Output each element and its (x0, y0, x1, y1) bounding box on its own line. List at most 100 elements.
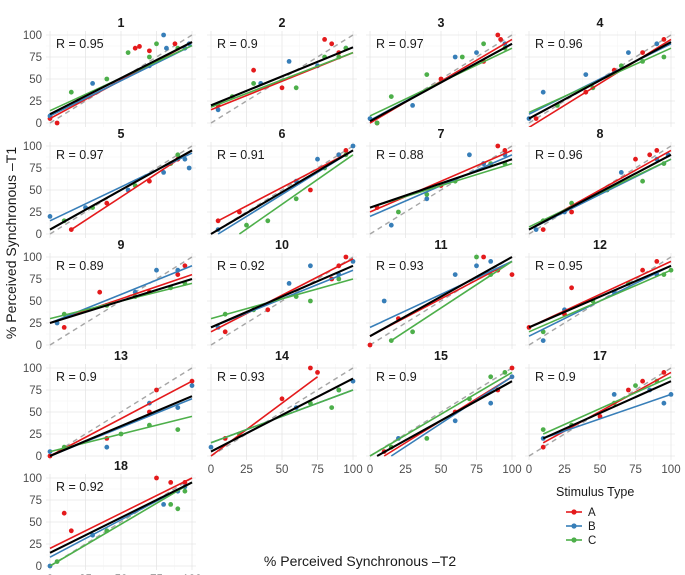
identity-line (210, 367, 354, 457)
data-point-a (633, 156, 638, 162)
panel-11: 11 R = 0.93 (366, 238, 516, 349)
y-tick-label: 75 (29, 163, 42, 175)
data-point-c (104, 76, 110, 82)
data-point-b (611, 392, 617, 397)
correlation-label: R = 0.88 (376, 148, 424, 162)
data-point-b (388, 222, 394, 228)
fit-line-c (49, 481, 193, 567)
y-tick-label: 75 (29, 385, 42, 397)
y-tick-label: 25 (29, 429, 42, 441)
data-point-c (336, 276, 342, 282)
panel-5: 5 R = 0.97 0 25 50 75 100 (23, 127, 196, 241)
panel-grid (207, 31, 357, 127)
correlation-label: R = 0.92 (217, 259, 265, 273)
overall-fit-line (528, 264, 672, 329)
data-point-a (315, 370, 320, 375)
correlation-label: R = 0.96 (535, 37, 583, 51)
correlation-label: R = 0.89 (56, 259, 104, 273)
correlation-label: R = 0.95 (56, 37, 104, 51)
panel-plot-area (47, 475, 193, 569)
data-point-b (626, 50, 631, 55)
data-point-b (661, 400, 667, 406)
panel-18: 18R = 0.9202550751000255075100 (23, 459, 202, 575)
data-point-a (640, 378, 645, 384)
x-tick-label: 25 (399, 464, 412, 476)
x-tick-label: 50 (435, 464, 448, 476)
data-point-c (474, 254, 479, 260)
data-point-a (175, 272, 181, 277)
x-tick-label: 0 (208, 464, 214, 476)
data-point-a (132, 45, 138, 51)
overall-fit-line (210, 377, 354, 453)
data-point-b (104, 444, 110, 450)
data-point-b (654, 41, 660, 47)
data-point-c (661, 54, 667, 60)
overall-fit-line (49, 149, 193, 231)
y-tick-label: 75 (29, 52, 42, 64)
data-point-a (97, 289, 103, 295)
y-tick-label: 75 (29, 495, 42, 507)
data-point-b (410, 103, 415, 108)
data-point-a (495, 32, 501, 38)
panel-plot-area (47, 367, 195, 459)
panel-plot-area (369, 143, 513, 235)
overall-fit-line (369, 42, 513, 123)
panel-6: 6 R = 0.91 (207, 127, 357, 238)
data-point-b (540, 338, 546, 343)
data-point-a (647, 152, 653, 158)
x-axis-title: % Perceived Synchronous –T2 (264, 553, 456, 569)
data-point-c (293, 196, 299, 202)
data-point-b (164, 45, 169, 51)
panel-plot-area (47, 145, 193, 235)
data-point-b (474, 263, 479, 269)
data-point-a (154, 475, 159, 481)
data-point-b (540, 89, 546, 95)
fit-line-c (369, 371, 513, 457)
data-point-a (154, 387, 159, 393)
legend-item-b: B (566, 521, 596, 533)
correlation-label: R = 0.9 (376, 370, 417, 384)
fit-line-c (238, 154, 354, 235)
data-point-b (208, 444, 214, 450)
panel-title: 3 (438, 16, 445, 30)
data-point-c (293, 85, 299, 91)
data-point-a (498, 37, 504, 42)
y-tick-label: 0 (36, 340, 42, 352)
data-point-b (182, 156, 188, 162)
data-point-a (137, 44, 142, 49)
panel-7: 7 R = 0.88 (366, 127, 516, 238)
y-tick-label: 100 (23, 252, 42, 264)
data-point-b (533, 227, 539, 233)
panel-plot-area (208, 365, 356, 457)
panel-8: 8 R = 0.96 (525, 127, 675, 238)
data-point-a (61, 510, 67, 516)
panel-title: 7 (438, 127, 445, 141)
data-point-a (343, 148, 349, 153)
x-tick-label: 50 (594, 464, 607, 476)
y-tick-label: 0 (36, 229, 42, 241)
data-point-c (640, 178, 645, 184)
data-point-b (308, 263, 313, 269)
data-point-a (509, 365, 515, 371)
x-tick-label: 0 (367, 464, 373, 476)
panel-14: 14 R = 0.93 0 25 50 75 100 (207, 349, 363, 476)
panel-15: 15 R = 0.9 0 25 50 75 100 (366, 349, 522, 476)
data-point-a (329, 41, 335, 47)
data-point-c (182, 488, 188, 494)
y-tick-label: 25 (29, 318, 42, 330)
y-tick-label: 50 (29, 407, 42, 419)
y-tick-label: 50 (29, 74, 42, 86)
correlation-label: R = 0.92 (56, 480, 104, 494)
overall-fit-line (49, 277, 193, 325)
data-point-a (222, 329, 228, 335)
fit-line-c (210, 278, 354, 320)
data-point-a (540, 444, 546, 450)
overall-fit-line (376, 380, 513, 457)
identity-line (210, 34, 354, 124)
data-point-a (279, 396, 285, 402)
data-point-a (251, 67, 256, 73)
panel-plot-area (210, 254, 356, 346)
panel-17: 17 R = 0.9 0 25 50 75 100 (525, 349, 681, 476)
